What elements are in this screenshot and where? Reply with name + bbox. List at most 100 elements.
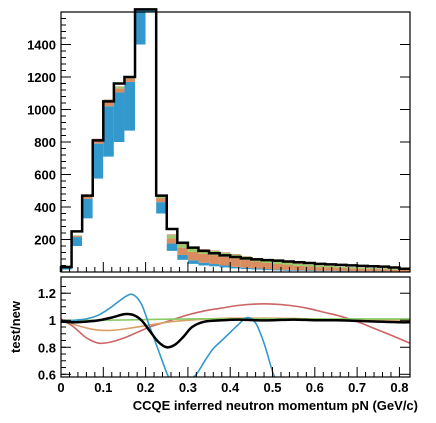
bar-orange-29	[367, 269, 379, 272]
bar-white-7	[135, 44, 146, 272]
bar-blue-7	[135, 9, 146, 45]
ratio-x-tick-label: 0.6	[306, 380, 324, 395]
x-axis-title: CCQE inferred neutron momentum pN (GeV/c…	[133, 398, 418, 413]
bar-white-18	[251, 269, 262, 272]
bar-white-19	[261, 270, 273, 272]
bar-white-12	[187, 263, 199, 273]
bar-blue-16	[230, 266, 241, 269]
bar-green-31	[388, 268, 400, 270]
bar-orange-18	[251, 261, 262, 269]
total-outline	[59, 8, 410, 272]
bar-orange-19	[261, 262, 273, 270]
ratio-y-tick-label: 1.2	[38, 286, 56, 301]
bar-green-5	[113, 86, 125, 89]
bar-orange-32	[399, 269, 410, 272]
bar-orange-14	[209, 255, 220, 265]
bar-orange-31	[388, 269, 400, 272]
bar-orange-6	[124, 78, 136, 82]
bar-blue-8	[145, 9, 157, 12]
bar-white-17	[240, 269, 252, 272]
ratio-curve-4	[61, 312, 410, 349]
bar-white-6	[124, 130, 136, 273]
bar-blue-20	[272, 269, 284, 271]
bar-white-21	[283, 270, 294, 272]
bar-white-0	[61, 269, 72, 272]
bar-orange-15	[219, 256, 231, 266]
ratio-y-tick-label: 1	[49, 313, 56, 328]
histogram-x-ticks	[60, 262, 400, 272]
bar-white-15	[219, 267, 231, 272]
ratio-x-tick-label: 0.3	[179, 380, 197, 395]
bar-green-21	[283, 262, 294, 266]
bar-green-24	[314, 265, 326, 268]
bar-pink-13	[198, 249, 210, 250]
bar-blue-18	[251, 268, 262, 270]
ratio-curves	[61, 293, 410, 377]
bar-white-10	[166, 250, 178, 273]
bar-orange-24	[314, 267, 326, 271]
bar-orange-10	[166, 238, 178, 244]
ratio-x-tick-label: 0.5	[263, 380, 281, 395]
bar-orange-30	[378, 269, 389, 272]
bar-orange-27	[346, 268, 358, 272]
bar-blue-9	[156, 202, 167, 214]
bar-orange-12	[187, 251, 199, 261]
bar-blue-12	[187, 260, 199, 264]
bar-white-3	[92, 178, 104, 272]
bar-green-23	[304, 264, 315, 267]
bar-green-10	[166, 235, 178, 239]
bar-orange-3	[92, 140, 104, 144]
bar-white-5	[113, 142, 125, 272]
ratio-curve-3	[61, 293, 276, 377]
histogram-y-tick-label: 1000	[27, 103, 56, 118]
bar-white-20	[272, 270, 284, 273]
ratio-x-tick-label: 0.2	[137, 380, 155, 395]
bar-white-4	[103, 156, 114, 273]
bar-blue-22	[293, 270, 305, 271]
bar-pink-10	[166, 234, 178, 236]
bar-orange-16	[230, 258, 241, 267]
bar-blue-14	[209, 264, 220, 267]
ratio-x-tick-label: 0	[57, 380, 64, 395]
bar-white-1	[71, 246, 83, 272]
bar-orange-11	[177, 247, 188, 255]
bar-white-16	[230, 268, 241, 272]
histogram-y-tick-label: 600	[34, 168, 56, 183]
bar-orange-2	[82, 196, 93, 199]
bar-orange-21	[283, 265, 294, 270]
bar-green-27	[346, 267, 358, 269]
ratio-y-tick-label: 0.6	[38, 367, 56, 382]
ratio-x-tick-label: 0.4	[221, 380, 240, 395]
bar-orange-13	[198, 253, 210, 263]
bar-green-26	[335, 266, 347, 268]
bar-green-28	[357, 267, 368, 269]
bar-white-9	[156, 213, 167, 272]
bar-green-19	[261, 260, 273, 263]
bar-orange-26	[335, 267, 347, 271]
bar-green-20	[272, 261, 284, 265]
bar-blue-21	[283, 269, 294, 271]
histogram-y-tick-label: 1200	[27, 70, 56, 85]
bar-green-9	[156, 196, 167, 199]
histogram-y-tick-label: 400	[34, 200, 56, 215]
histogram-panel: 200 400 600 800 1000 1200 1400	[27, 8, 411, 273]
bar-orange-25	[325, 267, 336, 271]
bar-orange-28	[357, 268, 368, 272]
bar-blue-6	[124, 81, 136, 131]
histogram-y-tick-label: 200	[34, 233, 56, 248]
bar-white-14	[209, 266, 220, 272]
bar-white-11	[177, 259, 188, 272]
bar-orange-17	[240, 259, 252, 268]
bar-blue-19	[261, 269, 273, 271]
histogram-y-tick-label: 800	[34, 135, 56, 150]
bar-orange-23	[304, 266, 315, 271]
stacked-bars	[61, 9, 410, 273]
bar-orange-20	[272, 264, 284, 270]
ratio-x-tick-label: 0.7	[348, 380, 366, 395]
bar-green-30	[378, 268, 389, 270]
bar-blue-1	[71, 237, 83, 246]
bar-blue-23	[304, 270, 315, 272]
bar-orange-9	[156, 198, 167, 203]
bar-blue-5	[113, 92, 125, 142]
